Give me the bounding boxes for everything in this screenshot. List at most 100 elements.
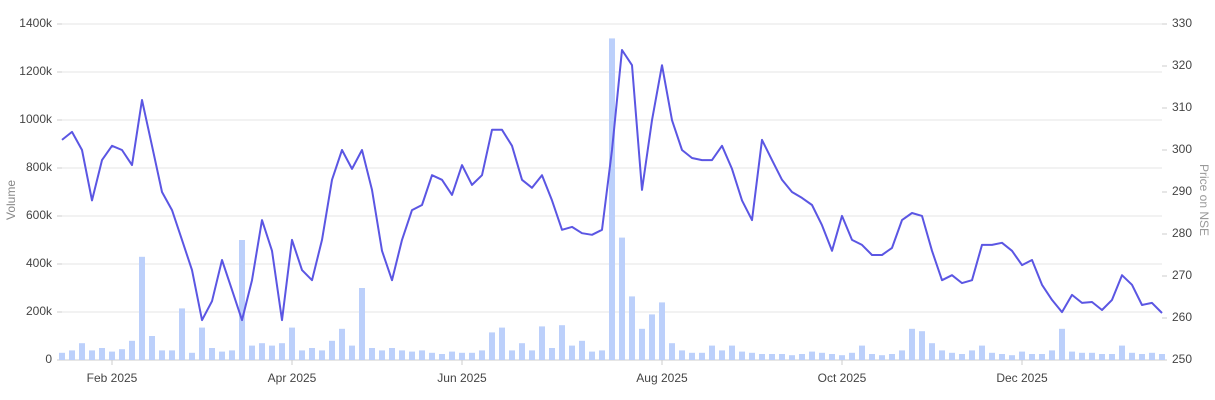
- volume-bar: [1099, 354, 1105, 360]
- volume-bar: [1079, 352, 1085, 360]
- y2-tick-label: 260: [1172, 310, 1192, 324]
- volume-bar: [929, 343, 935, 360]
- volume-bar: [559, 325, 565, 360]
- y-axis-title: Volume: [4, 180, 18, 220]
- volume-bar: [269, 345, 275, 360]
- volume-bar: [489, 332, 495, 360]
- volume-bar: [699, 352, 705, 360]
- volume-bar: [139, 256, 145, 360]
- volume-bar: [449, 351, 455, 360]
- volume-bar: [329, 340, 335, 360]
- volume-bar: [339, 328, 345, 360]
- volume-bar: [259, 343, 265, 360]
- volume-bar: [839, 355, 845, 360]
- volume-bar: [379, 350, 385, 360]
- volume-bar: [409, 351, 415, 360]
- volume-bar: [939, 350, 945, 360]
- volume-bar: [789, 355, 795, 360]
- volume-bar: [529, 350, 535, 360]
- volume-bar: [629, 296, 635, 360]
- volume-bar: [1139, 354, 1145, 360]
- volume-bar: [599, 350, 605, 360]
- x-tick-label: Aug 2025: [636, 371, 688, 385]
- volume-bar: [899, 350, 905, 360]
- volume-bar: [119, 349, 125, 360]
- volume-bar: [1009, 355, 1015, 360]
- volume-bar: [1129, 352, 1135, 360]
- volume-bar: [719, 350, 725, 360]
- y-tick-label: 1200k: [19, 64, 53, 78]
- volume-bar: [609, 38, 615, 361]
- volume-bar: [819, 352, 825, 360]
- volume-bar: [829, 354, 835, 360]
- y-tick-label: 400k: [26, 256, 53, 270]
- volume-bar: [729, 345, 735, 360]
- volume-bar: [1039, 354, 1045, 360]
- x-tick-label: Feb 2025: [87, 371, 138, 385]
- volume-bar: [1029, 354, 1035, 360]
- volume-bar: [369, 348, 375, 360]
- volume-bar: [79, 343, 85, 360]
- volume-bar: [519, 343, 525, 360]
- volume-bar: [949, 352, 955, 360]
- volume-bar: [459, 352, 465, 360]
- volume-bar: [799, 354, 805, 360]
- volume-bar: [669, 343, 675, 360]
- volume-bar: [1089, 352, 1095, 360]
- volume-bar: [619, 237, 625, 360]
- volume-bar: [1159, 354, 1165, 360]
- y-tick-label: 1000k: [19, 112, 53, 126]
- volume-bar: [1119, 345, 1125, 360]
- volume-bar: [69, 350, 75, 360]
- volume-bar: [469, 352, 475, 360]
- price-line: [61, 49, 1163, 322]
- x-tick-label: Oct 2025: [818, 371, 867, 385]
- volume-bar: [689, 352, 695, 360]
- volume-bar: [209, 348, 215, 360]
- volume-bar: [199, 327, 205, 360]
- volume-bar: [179, 308, 185, 360]
- volume-bar: [989, 352, 995, 360]
- volume-bar: [389, 348, 395, 360]
- y2-tick-label: 300: [1172, 142, 1192, 156]
- y-tick-label: 200k: [26, 304, 53, 318]
- volume-bar: [1019, 351, 1025, 360]
- volume-bar: [479, 350, 485, 360]
- volume-bar: [849, 352, 855, 360]
- volume-bar: [569, 345, 575, 360]
- y2-tick-label: 250: [1172, 352, 1192, 366]
- y2-tick-label: 310: [1172, 100, 1192, 114]
- volume-bar: [909, 328, 915, 360]
- x-tick-label: Jun 2025: [437, 371, 487, 385]
- y-tick-label: 800k: [26, 160, 53, 174]
- volume-bar: [399, 350, 405, 360]
- volume-bar: [189, 352, 195, 360]
- volume-bar: [59, 352, 65, 360]
- volume-bar: [1049, 350, 1055, 360]
- volume-bar: [279, 343, 285, 360]
- volume-bar: [219, 351, 225, 360]
- volume-bar: [769, 354, 775, 360]
- volume-bar: [759, 354, 765, 360]
- volume-bar: [109, 351, 115, 360]
- volume-bar: [509, 350, 515, 360]
- volume-bar: [579, 340, 585, 360]
- volume-bar: [149, 336, 155, 360]
- volume-bar: [499, 327, 505, 360]
- volume-bar: [749, 352, 755, 360]
- volume-bar: [549, 348, 555, 360]
- volume-bar: [879, 355, 885, 360]
- volume-bar: [1059, 328, 1065, 360]
- y2-tick-label: 280: [1172, 226, 1192, 240]
- x-tick-label: Dec 2025: [996, 371, 1048, 385]
- y2-tick-label: 290: [1172, 184, 1192, 198]
- x-tick-label: Apr 2025: [268, 371, 317, 385]
- volume-bar: [99, 348, 105, 360]
- y-tick-label: 1400k: [19, 16, 53, 30]
- volume-bar: [679, 350, 685, 360]
- volume-bar: [359, 288, 365, 360]
- y2-tick-label: 320: [1172, 58, 1192, 72]
- volume-bar: [539, 326, 545, 360]
- volume-bar: [649, 314, 655, 360]
